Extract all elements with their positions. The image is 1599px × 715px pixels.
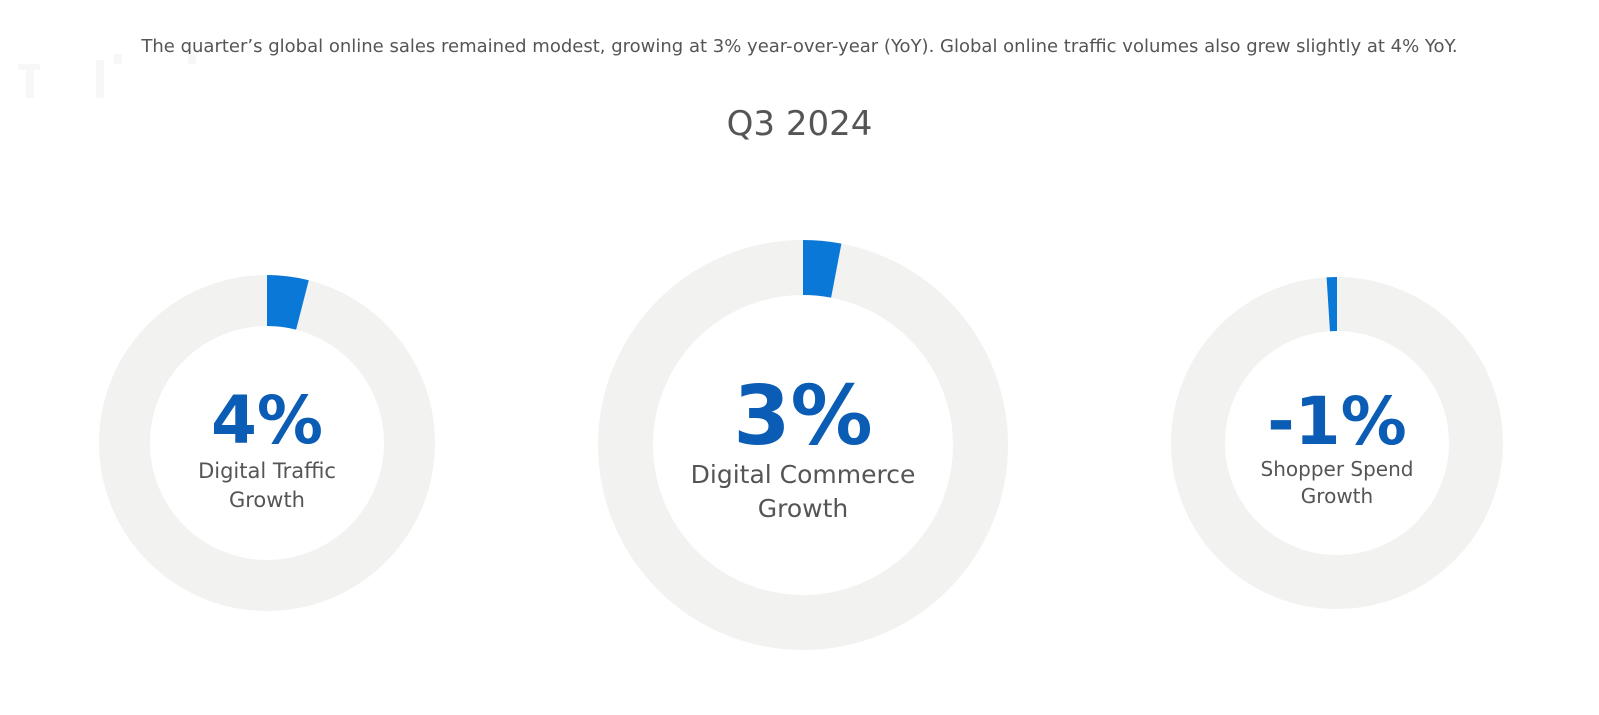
intro-text: The quarter’s global online sales remain… xyxy=(141,36,1458,57)
donut-value-label: -1% xyxy=(1267,383,1406,460)
donut-value-arc xyxy=(803,240,842,298)
donut-value-arc xyxy=(267,275,309,330)
donut-caption-line-2: Growth xyxy=(758,494,849,523)
donut-caption-line-1: Digital Commerce xyxy=(691,460,916,489)
donut-caption-line-1: Shopper Spend xyxy=(1261,457,1414,481)
donut-digital-commerce: 3% Digital Commerce Growth xyxy=(598,240,1008,650)
donut-value-label: 3% xyxy=(733,369,872,464)
watermark-logo xyxy=(18,54,196,98)
donut-value-arc xyxy=(1326,277,1337,332)
donut-caption-line-2: Growth xyxy=(1301,484,1373,508)
donut-shopper-spend: -1% Shopper Spend Growth xyxy=(1171,277,1503,609)
donut-caption-line-1: Digital Traffic xyxy=(198,459,336,483)
donut-value-label: 4% xyxy=(211,382,323,459)
donut-digital-traffic: 4% Digital Traffic Growth xyxy=(99,275,435,611)
period-title: Q3 2024 xyxy=(726,104,873,144)
donut-caption-line-2: Growth xyxy=(229,488,305,512)
